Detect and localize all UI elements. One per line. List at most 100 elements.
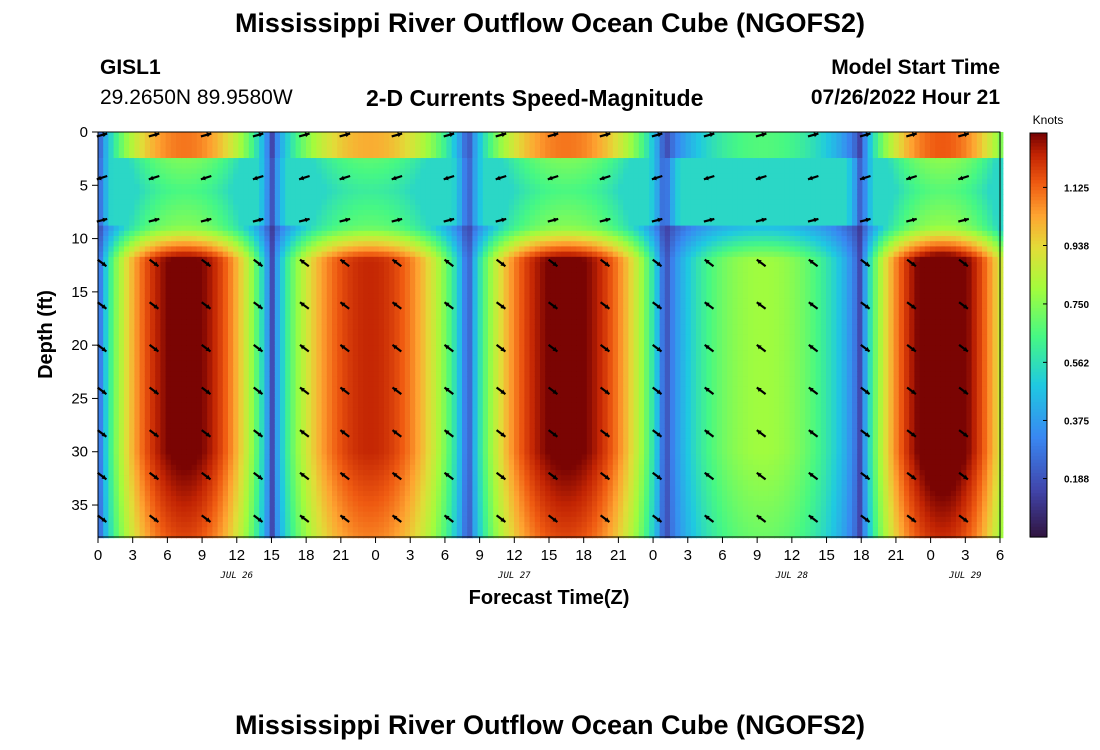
current-arrow-head: [200, 175, 206, 181]
model-start-value: 07/26/2022 Hour 21: [810, 86, 1000, 109]
current-arrow-head: [345, 217, 351, 223]
current-arrow-head: [703, 175, 709, 181]
current-arrow-head: [808, 259, 814, 265]
x-tick-label: 9: [753, 547, 761, 564]
current-arrow-head: [910, 389, 916, 395]
colorbar-tick-label: 0.750: [1064, 300, 1089, 311]
current-arrow-head: [552, 474, 558, 480]
y-tick-label: 5: [80, 177, 88, 194]
current-arrow-head: [101, 517, 107, 522]
current-arrow-head: [304, 132, 310, 138]
current-arrow-head: [153, 261, 159, 267]
current-arrow-head: [300, 515, 305, 520]
current-arrow-head: [605, 217, 611, 223]
current-arrow-head: [704, 472, 710, 478]
y-tick-label: 25: [71, 390, 88, 407]
current-arrow-head: [813, 132, 819, 138]
current-arrow-head: [860, 175, 865, 181]
current-arrow-head: [656, 474, 662, 480]
current-arrow-head: [257, 517, 263, 522]
current-speed-heatmap: 0 3 6 9 12 15 18 21 0 3 6 9 12 15 18 21 0 3 6 9 12 15 18 21 0 3 6 J…: [35, 113, 1089, 609]
colorbar-tick-label: 1.125: [1064, 183, 1089, 194]
current-arrow-head: [392, 430, 398, 435]
current-arrow-head: [154, 132, 160, 138]
x-tick-label: 3: [129, 547, 137, 564]
current-arrow-head: [704, 259, 710, 265]
current-arrow-head: [443, 175, 449, 181]
current-arrow-head: [392, 344, 398, 350]
current-arrow-head: [808, 175, 813, 181]
current-arrow-head: [910, 474, 916, 480]
x-tick-label: 6: [996, 547, 1004, 564]
x-tick-label: 9: [198, 547, 206, 564]
x-tick-label: 18: [853, 547, 870, 564]
current-arrow-head: [205, 261, 211, 267]
x-tick-label: 18: [298, 547, 315, 564]
current-arrow-head: [148, 175, 154, 181]
current-arrow-head: [756, 302, 762, 307]
current-arrow-head: [756, 344, 762, 350]
x-day-label: JUL 28: [775, 571, 809, 581]
x-day-label: JUL 26: [220, 571, 254, 581]
current-arrow-head: [340, 430, 346, 435]
x-tick-label: 0: [649, 547, 657, 564]
current-arrow-head: [205, 304, 211, 309]
current-arrow-head: [656, 261, 662, 267]
current-arrow-head: [808, 472, 814, 478]
current-arrow-head: [257, 346, 263, 352]
current-arrow-head: [392, 472, 398, 478]
current-arrow-head: [704, 344, 710, 350]
current-arrow-head: [963, 346, 968, 352]
x-tick-label: 12: [784, 547, 801, 564]
current-arrow-head: [449, 217, 455, 223]
current-arrow-head: [205, 474, 211, 480]
y-tick-label: 30: [71, 444, 88, 461]
current-arrow-head: [101, 432, 107, 437]
current-arrow-head: [552, 517, 558, 522]
current-arrow-head: [206, 217, 212, 223]
current-arrow-head: [553, 132, 559, 138]
colorbar-tick-label: 0.938: [1064, 241, 1089, 252]
chart-subtitle: 2-D Currents Speed-Magnitude: [366, 85, 704, 111]
y-tick-label: 20: [71, 337, 88, 354]
x-tick-label: 15: [263, 547, 280, 564]
current-arrow-head: [154, 217, 160, 223]
current-arrow-head: [656, 389, 662, 395]
current-arrow-head: [709, 217, 715, 223]
current-arrow-head: [864, 261, 870, 267]
x-tick-label: 21: [333, 547, 350, 564]
current-arrow-head: [552, 346, 558, 352]
current-arrow-head: [340, 472, 346, 478]
colorbar-label: Knots: [1033, 113, 1064, 127]
current-arrow-head: [258, 217, 264, 223]
current-arrow-head: [299, 175, 305, 181]
current-arrow-head: [756, 430, 762, 435]
current-arrow-head: [205, 346, 211, 352]
current-arrow-head: [963, 474, 968, 480]
current-arrow-head: [101, 389, 107, 395]
current-arrow-head: [864, 517, 870, 522]
current-arrow-head: [391, 175, 397, 181]
current-arrow-head: [963, 261, 968, 267]
current-arrow-head: [963, 517, 968, 522]
current-arrow-head: [864, 304, 870, 309]
current-arrow-head: [257, 389, 263, 395]
y-axis-label: Depth (ft): [35, 290, 57, 379]
current-arrow-head: [205, 432, 211, 437]
x-day-label: JUL 29: [948, 571, 982, 581]
current-arrow-head: [656, 517, 662, 522]
current-arrow-head: [756, 259, 762, 265]
current-arrow-head: [656, 432, 662, 437]
current-arrow-head: [392, 302, 398, 307]
x-tick-label: 0: [371, 547, 379, 564]
current-arrow-head: [808, 344, 814, 350]
current-arrow-head: [604, 304, 610, 309]
current-arrow-head: [101, 261, 107, 267]
current-arrow-head: [500, 346, 506, 352]
current-arrow-head: [911, 217, 917, 223]
x-tick-label: 21: [888, 547, 905, 564]
current-arrow-head: [761, 217, 767, 223]
x-tick-label: 15: [541, 547, 558, 564]
x-tick-label: 21: [610, 547, 627, 564]
current-arrow-head: [865, 217, 871, 223]
